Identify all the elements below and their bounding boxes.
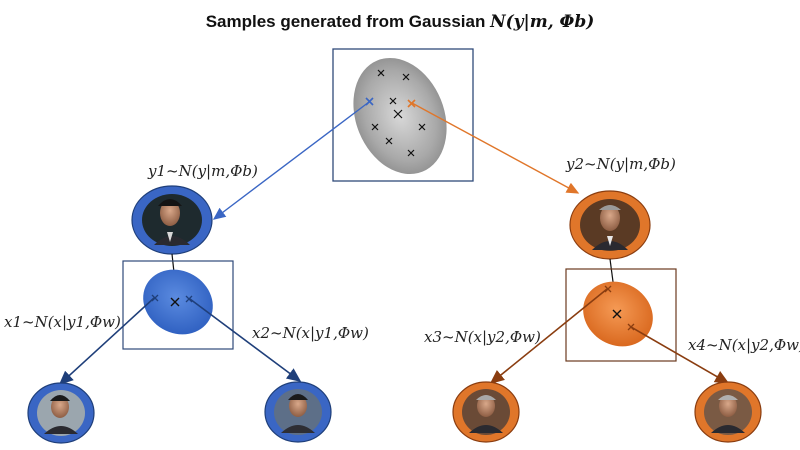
arrow-to-x4 [630,326,730,384]
within-class-gaussian-y2 [565,268,677,362]
arrow-to-x2 [189,298,302,382]
label-x4: x4~N(x|y2,Φw) [688,336,800,354]
arrow-to-x3 [489,288,608,385]
sample-mark-y2 [407,99,416,108]
speaker-y1-face [131,185,213,255]
label-y1: y1~N(y|m,Φb) [148,162,258,180]
arrow-to-y1 [212,101,370,220]
title-prefix: Samples generated from Gaussian [205,12,486,31]
sample-x3-face [452,381,520,443]
label-x2: x2~N(x|y1,Φw) [252,324,369,342]
sample-x2-face [264,381,332,443]
diagram-title: Samples generated from Gaussian N(y|m, Φ… [0,12,800,32]
arrow-to-y2 [411,102,580,194]
arrow-to-x1 [58,297,155,386]
label-x3: x3~N(x|y2,Φw) [424,328,541,346]
within-class-gaussian-y1 [122,260,234,350]
label-x1: x1~N(x|y1,Φw) [4,313,121,331]
sample-x4-face [694,381,762,443]
sample-marks [371,69,426,157]
speaker-y2-face [569,190,651,260]
between-class-gaussian [332,48,474,182]
label-y2: y2~N(y|m,Φb) [566,155,676,173]
title-formula: N(y|m, Φb) [490,12,595,32]
sample-x1-face [27,382,95,444]
